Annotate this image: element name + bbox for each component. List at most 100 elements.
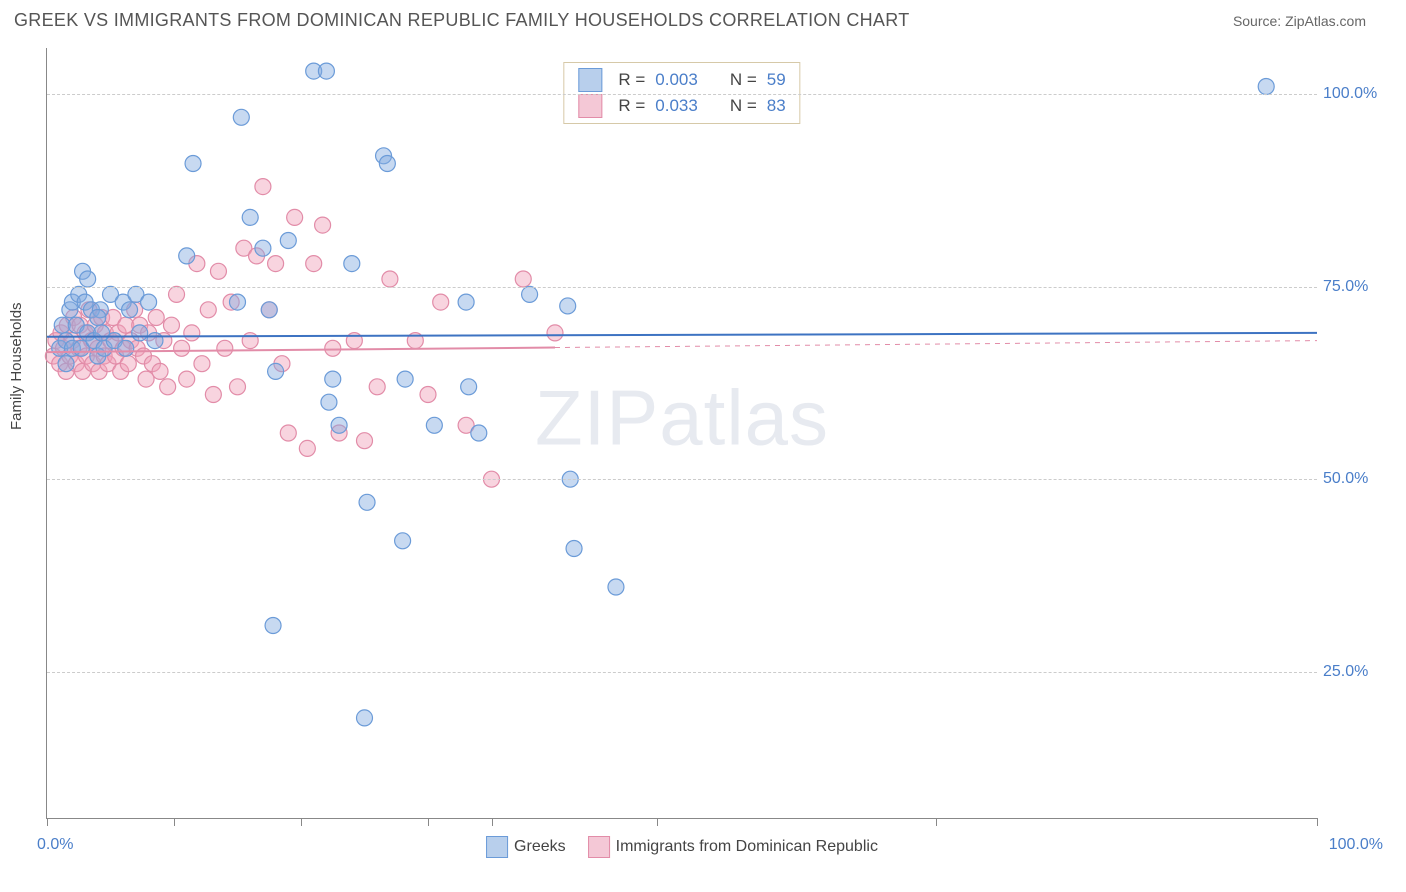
scatter-point bbox=[163, 317, 179, 333]
y-axis-label: Family Households bbox=[8, 302, 25, 430]
scatter-point bbox=[94, 325, 110, 341]
x-tick bbox=[47, 818, 48, 826]
y-tick-label: 50.0% bbox=[1323, 470, 1403, 488]
legend-row-dominican: R = 0.033 N = 83 bbox=[578, 93, 785, 119]
scatter-point bbox=[325, 371, 341, 387]
scatter-point bbox=[138, 371, 154, 387]
scatter-point bbox=[357, 433, 373, 449]
y-tick-label: 75.0% bbox=[1323, 278, 1403, 296]
x-tick bbox=[301, 818, 302, 826]
scatter-point bbox=[160, 379, 176, 395]
scatter-point bbox=[1258, 79, 1274, 95]
scatter-point bbox=[359, 494, 375, 510]
gridline bbox=[47, 94, 1317, 95]
x-tick bbox=[174, 818, 175, 826]
scatter-point bbox=[471, 425, 487, 441]
scatter-point bbox=[80, 271, 96, 287]
scatter-point bbox=[184, 325, 200, 341]
scatter-point bbox=[179, 371, 195, 387]
x-axis-min-label: 0.0% bbox=[37, 836, 73, 854]
scatter-point bbox=[397, 371, 413, 387]
scatter-point bbox=[141, 294, 157, 310]
scatter-point bbox=[268, 363, 284, 379]
scatter-chart: ZIPatlas R = 0.003 N = 59 R = 0.033 N = … bbox=[46, 48, 1317, 819]
scatter-point bbox=[522, 286, 538, 302]
n-value-greeks: 59 bbox=[767, 70, 786, 90]
x-tick bbox=[657, 818, 658, 826]
scatter-point bbox=[318, 63, 334, 79]
x-tick bbox=[1317, 818, 1318, 826]
swatch-dominican-icon bbox=[588, 836, 610, 858]
regression-line-extrapolated bbox=[555, 341, 1317, 348]
y-tick-label: 25.0% bbox=[1323, 663, 1403, 681]
scatter-point bbox=[344, 256, 360, 272]
scatter-point bbox=[560, 298, 576, 314]
legend-row-greeks: R = 0.003 N = 59 bbox=[578, 67, 785, 93]
y-tick-label: 100.0% bbox=[1323, 85, 1403, 103]
scatter-point bbox=[426, 417, 442, 433]
scatter-point bbox=[608, 579, 624, 595]
scatter-point bbox=[230, 294, 246, 310]
r-value-greeks: 0.003 bbox=[655, 70, 698, 90]
x-tick bbox=[492, 818, 493, 826]
scatter-point bbox=[287, 209, 303, 225]
regression-line bbox=[47, 333, 1317, 337]
gridline bbox=[47, 672, 1317, 673]
scatter-point bbox=[268, 256, 284, 272]
gridline bbox=[47, 479, 1317, 480]
scatter-point bbox=[122, 302, 138, 318]
chart-header: GREEK VS IMMIGRANTS FROM DOMINICAN REPUB… bbox=[0, 0, 1406, 37]
scatter-point bbox=[420, 387, 436, 403]
scatter-point bbox=[547, 325, 563, 341]
x-tick bbox=[428, 818, 429, 826]
gridline bbox=[47, 287, 1317, 288]
scatter-point bbox=[90, 310, 106, 326]
legend-item-dominican: Immigrants from Dominican Republic bbox=[588, 836, 878, 858]
scatter-point bbox=[152, 363, 168, 379]
legend-item-greeks: Greeks bbox=[486, 836, 566, 858]
scatter-point bbox=[147, 333, 163, 349]
scatter-point bbox=[299, 440, 315, 456]
scatter-point bbox=[120, 356, 136, 372]
scatter-point bbox=[382, 271, 398, 287]
scatter-point bbox=[118, 340, 134, 356]
scatter-point bbox=[315, 217, 331, 233]
scatter-point bbox=[233, 109, 249, 125]
scatter-point bbox=[132, 325, 148, 341]
scatter-point bbox=[566, 541, 582, 557]
scatter-point bbox=[261, 302, 277, 318]
n-value-dominican: 83 bbox=[767, 96, 786, 116]
scatter-point bbox=[395, 533, 411, 549]
scatter-point bbox=[58, 356, 74, 372]
scatter-point bbox=[217, 340, 233, 356]
scatter-point bbox=[194, 356, 210, 372]
scatter-point bbox=[169, 286, 185, 302]
scatter-point bbox=[255, 240, 271, 256]
scatter-point bbox=[369, 379, 385, 395]
scatter-point bbox=[210, 263, 226, 279]
scatter-point bbox=[230, 379, 246, 395]
scatter-point bbox=[515, 271, 531, 287]
scatter-point bbox=[185, 156, 201, 172]
scatter-point bbox=[306, 256, 322, 272]
x-tick bbox=[936, 818, 937, 826]
swatch-greeks bbox=[578, 68, 602, 92]
scatter-point bbox=[265, 618, 281, 634]
swatch-greeks-icon bbox=[486, 836, 508, 858]
scatter-point bbox=[379, 156, 395, 172]
series-legend: Greeks Immigrants from Dominican Republi… bbox=[486, 836, 878, 858]
scatter-point bbox=[321, 394, 337, 410]
scatter-point bbox=[357, 710, 373, 726]
plot-svg bbox=[47, 48, 1317, 818]
scatter-point bbox=[179, 248, 195, 264]
scatter-point bbox=[433, 294, 449, 310]
scatter-point bbox=[280, 425, 296, 441]
scatter-point bbox=[461, 379, 477, 395]
scatter-point bbox=[325, 340, 341, 356]
scatter-point bbox=[205, 387, 221, 403]
scatter-point bbox=[200, 302, 216, 318]
chart-title: GREEK VS IMMIGRANTS FROM DOMINICAN REPUB… bbox=[14, 10, 910, 31]
swatch-dominican bbox=[578, 94, 602, 118]
r-value-dominican: 0.033 bbox=[655, 96, 698, 116]
scatter-point bbox=[174, 340, 190, 356]
